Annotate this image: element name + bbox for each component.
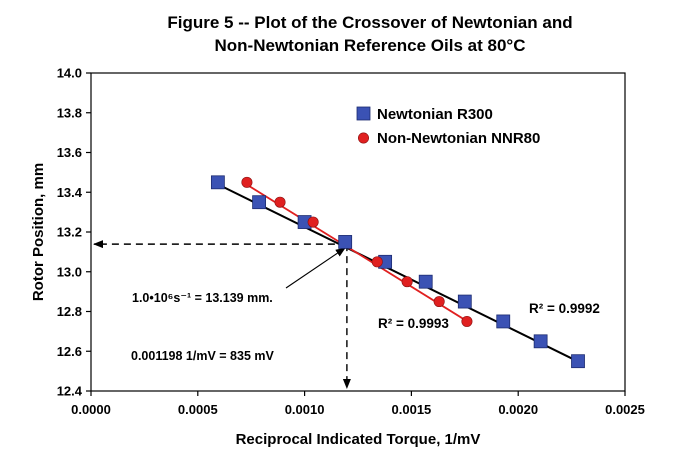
r2-label-newtonian: R² = 0.9992	[529, 301, 600, 316]
non-newtonian-point	[371, 256, 383, 268]
newtonian-point	[457, 294, 472, 309]
y-axis-ticks: 12.4 12.6 12.8 13.0 13.2 13.4 13.6 13.8 14.0	[57, 66, 91, 399]
annotation-torque: 0.001198 1/mV = 835 mV	[131, 349, 274, 363]
newtonian-point	[571, 354, 585, 369]
y-tick-label: 13.4	[57, 185, 83, 200]
newtonian-point	[418, 274, 433, 289]
x-tick-label: 0.0005	[178, 402, 218, 417]
newtonian-point	[496, 314, 511, 329]
y-tick-label: 13.2	[57, 225, 82, 240]
data-markers	[210, 175, 585, 369]
y-tick-label: 12.8	[57, 304, 82, 319]
legend-label-non-newtonian: Non-Newtonian NNR80	[377, 130, 540, 147]
newtonian-point	[533, 334, 548, 349]
y-tick-label: 12.6	[57, 344, 82, 359]
fit-line-newtonian	[214, 182, 581, 364]
non-newtonian-point	[307, 216, 319, 228]
x-axis-ticks: 0.0000 0.0005 0.0010 0.0015 0.0020 0.0025	[71, 391, 645, 417]
chart-title-line-2: Non-Newtonian Reference Oils at 80°C	[215, 36, 526, 55]
crossover-guides	[93, 240, 351, 389]
legend: Newtonian R300 Non-Newtonian NNR80	[356, 106, 540, 147]
chart-title-line-1: Figure 5 -- Plot of the Crossover of New…	[167, 13, 572, 32]
x-tick-label: 0.0015	[392, 402, 432, 417]
newtonian-point	[210, 175, 225, 190]
y-axis-label: Rotor Position, mm	[30, 163, 47, 301]
y-tick-label: 13.6	[57, 145, 82, 160]
x-tick-label: 0.0000	[71, 402, 111, 417]
y-tick-label: 14.0	[57, 66, 82, 81]
x-tick-label: 0.0020	[498, 402, 538, 417]
x-axis-label: Reciprocal Indicated Torque, 1/mV	[236, 431, 481, 448]
x-tick-label: 0.0010	[285, 402, 325, 417]
non-newtonian-point	[401, 276, 413, 288]
newtonian-point	[252, 195, 267, 210]
non-newtonian-point	[274, 196, 286, 208]
legend-label-newtonian: Newtonian R300	[377, 106, 493, 123]
annotation-pointer	[285, 247, 346, 289]
non-newtonian-point	[241, 176, 253, 188]
y-tick-label: 12.4	[57, 384, 83, 399]
non-newtonian-point	[461, 315, 473, 327]
y-tick-label: 13.8	[57, 105, 82, 120]
r2-label-non-newtonian: R² = 0.9993	[378, 316, 449, 331]
legend-marker-newtonian	[356, 106, 371, 121]
legend-marker-non-newtonian	[357, 132, 369, 144]
x-tick-label: 0.0025	[605, 402, 645, 417]
y-tick-label: 13.0	[57, 264, 82, 279]
non-newtonian-point	[433, 296, 445, 308]
newtonian-point	[338, 235, 353, 249]
annotation-shear-rate: 1.0•10⁶s⁻¹ = 13.139 mm.	[132, 291, 273, 305]
